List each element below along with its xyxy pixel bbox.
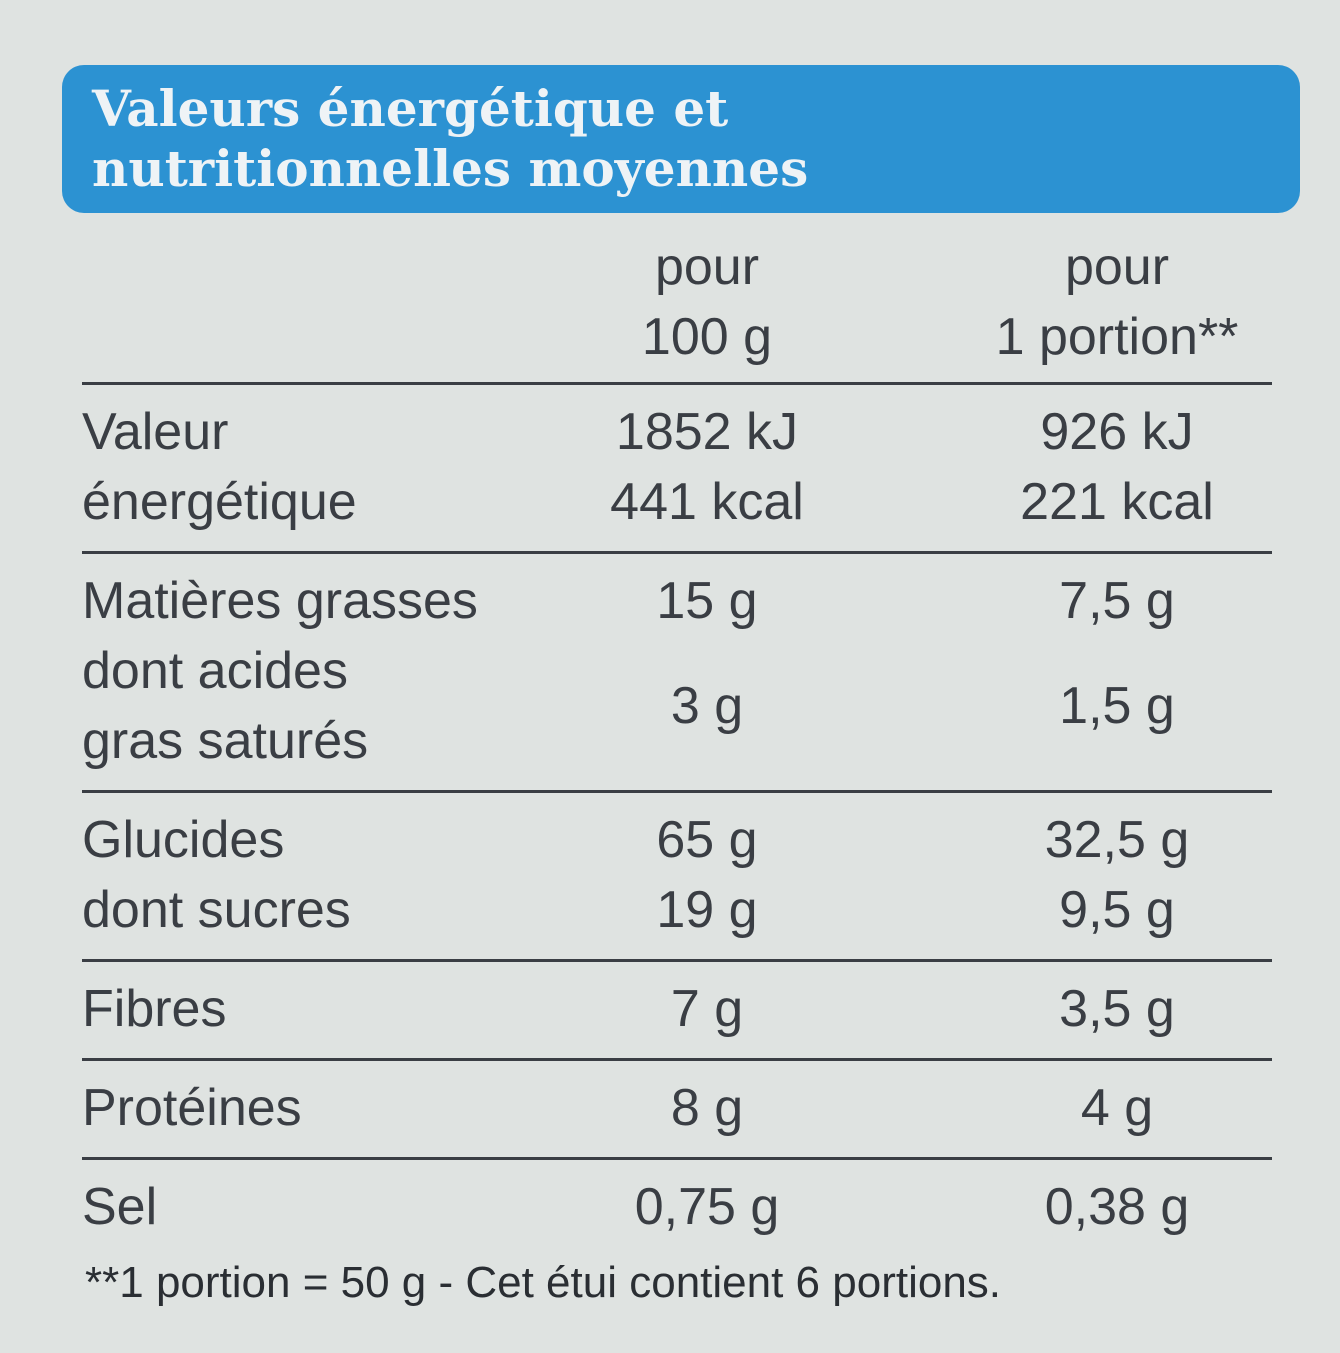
- value-100g-line: 65 g: [656, 811, 758, 869]
- nutrient-label-line: énergétique: [82, 473, 357, 531]
- value-100g-line: 8 g: [670, 1079, 744, 1137]
- value-portion: 0,38 g: [962, 1172, 1272, 1242]
- table-row: Protéines 8 g 4 g: [82, 1073, 1272, 1143]
- value-portion-line: 221 kcal: [1020, 473, 1214, 531]
- value-portion: 32,5 g: [962, 805, 1272, 875]
- value-portion: 7,5 g: [962, 566, 1272, 636]
- value-100g-line: 7 g: [670, 980, 744, 1038]
- value-100g-line: 1852 kJ: [615, 403, 799, 461]
- nutrient-label: dont acides gras saturés: [82, 636, 542, 776]
- value-100g: 19 g: [542, 875, 872, 945]
- nutrient-label: Sel: [82, 1172, 542, 1242]
- table-row: Valeur énergétique 1852 kJ 441 kcal 926 kJ 22…: [82, 397, 1272, 537]
- table-row: Matières grasses 15 g 7,5 g: [82, 566, 1272, 636]
- nutrient-label: Matières grasses: [82, 566, 542, 636]
- column-header: pour 1 portion**: [962, 232, 1272, 372]
- title-banner: Valeurs énergétique et nutritionnelles m…: [62, 65, 1300, 213]
- nutrient-label: dont sucres: [82, 875, 542, 945]
- value-portion: 3,5 g: [962, 974, 1272, 1044]
- nutrient-label-line: dont acides: [82, 642, 348, 700]
- nutrient-label-line: Matières grasses: [82, 572, 478, 630]
- value-100g-line: 0,75 g: [634, 1178, 780, 1236]
- nutrient-label: Valeur énergétique: [82, 397, 542, 537]
- nutrient-label: Glucides: [82, 805, 542, 875]
- row-group: Matières grasses 15 g 7,5 g dont acides gras…: [82, 554, 1272, 793]
- value-portion: 926 kJ 221 kcal: [962, 397, 1272, 537]
- value-100g: 15 g: [542, 566, 872, 636]
- value-portion-line: 1,5 g: [1059, 677, 1175, 735]
- value-100g-line: 441 kcal: [610, 473, 804, 531]
- value-100g-line: 19 g: [656, 881, 758, 939]
- value-portion-line: 9,5 g: [1059, 881, 1175, 939]
- title-line: Valeurs énergétique et: [92, 79, 729, 138]
- table-row: dont sucres 19 g 9,5 g: [82, 875, 1272, 945]
- nutrient-label-line: Sel: [82, 1178, 158, 1236]
- value-100g: 0,75 g: [542, 1172, 872, 1242]
- nutrient-label-line: gras saturés: [82, 712, 369, 770]
- row-group: Glucides 65 g 32,5 g dont sucres 19 g 9,5 g: [82, 793, 1272, 962]
- value-100g: 8 g: [542, 1073, 872, 1143]
- value-100g-line: 3 g: [670, 677, 744, 735]
- value-portion-line: 0,38 g: [1044, 1178, 1190, 1236]
- nutrition-table: pour 100 g pour 1 portion** Valeur énergétiqu…: [82, 232, 1272, 1256]
- column-header-line: pour: [1064, 238, 1170, 296]
- nutrient-label-line: Glucides: [82, 811, 285, 869]
- value-portion: 4 g: [962, 1073, 1272, 1143]
- nutrient-label: Fibres: [82, 974, 542, 1044]
- table-row: Glucides 65 g 32,5 g: [82, 805, 1272, 875]
- value-portion-line: 3,5 g: [1059, 980, 1175, 1038]
- table-row: Sel 0,75 g 0,38 g: [82, 1172, 1272, 1242]
- title-line: nutritionnelles moyennes: [92, 139, 809, 198]
- row-group: Protéines 8 g 4 g: [82, 1061, 1272, 1160]
- nutrient-label: Protéines: [82, 1073, 542, 1143]
- value-portion-line: 32,5 g: [1044, 811, 1190, 869]
- column-header-line: pour: [654, 238, 760, 296]
- nutrient-label-line: Fibres: [82, 980, 227, 1038]
- column-header: pour 100 g: [542, 232, 872, 372]
- table-row: Fibres 7 g 3,5 g: [82, 974, 1272, 1044]
- table-row: dont acides gras saturés 3 g 1,5 g: [82, 636, 1272, 776]
- value-100g-line: 15 g: [656, 572, 758, 630]
- value-100g: 7 g: [542, 974, 872, 1044]
- nutrient-label-line: Protéines: [82, 1079, 302, 1137]
- value-100g: 65 g: [542, 805, 872, 875]
- header-row: pour 100 g pour 1 portion**: [82, 232, 1272, 385]
- value-portion: 9,5 g: [962, 875, 1272, 945]
- value-portion-line: 926 kJ: [1040, 403, 1194, 461]
- nutrient-label-line: Valeur: [82, 403, 229, 461]
- value-portion-line: 7,5 g: [1059, 572, 1175, 630]
- row-group: Sel 0,75 g 0,38 g: [82, 1160, 1272, 1256]
- row-group: Valeur énergétique 1852 kJ 441 kcal 926 kJ 22…: [82, 385, 1272, 554]
- column-header-line: 1 portion**: [995, 308, 1239, 366]
- value-portion: 1,5 g: [962, 671, 1272, 741]
- footnote: **1 portion = 50 g - Cet étui contient 6…: [85, 1258, 1002, 1307]
- nutrient-label-line: dont sucres: [82, 881, 351, 939]
- row-group: Fibres 7 g 3,5 g: [82, 962, 1272, 1061]
- value-portion-line: 4 g: [1080, 1079, 1154, 1137]
- value-100g: 1852 kJ 441 kcal: [542, 397, 872, 537]
- column-header-line: 100 g: [641, 308, 773, 366]
- value-100g: 3 g: [542, 671, 872, 741]
